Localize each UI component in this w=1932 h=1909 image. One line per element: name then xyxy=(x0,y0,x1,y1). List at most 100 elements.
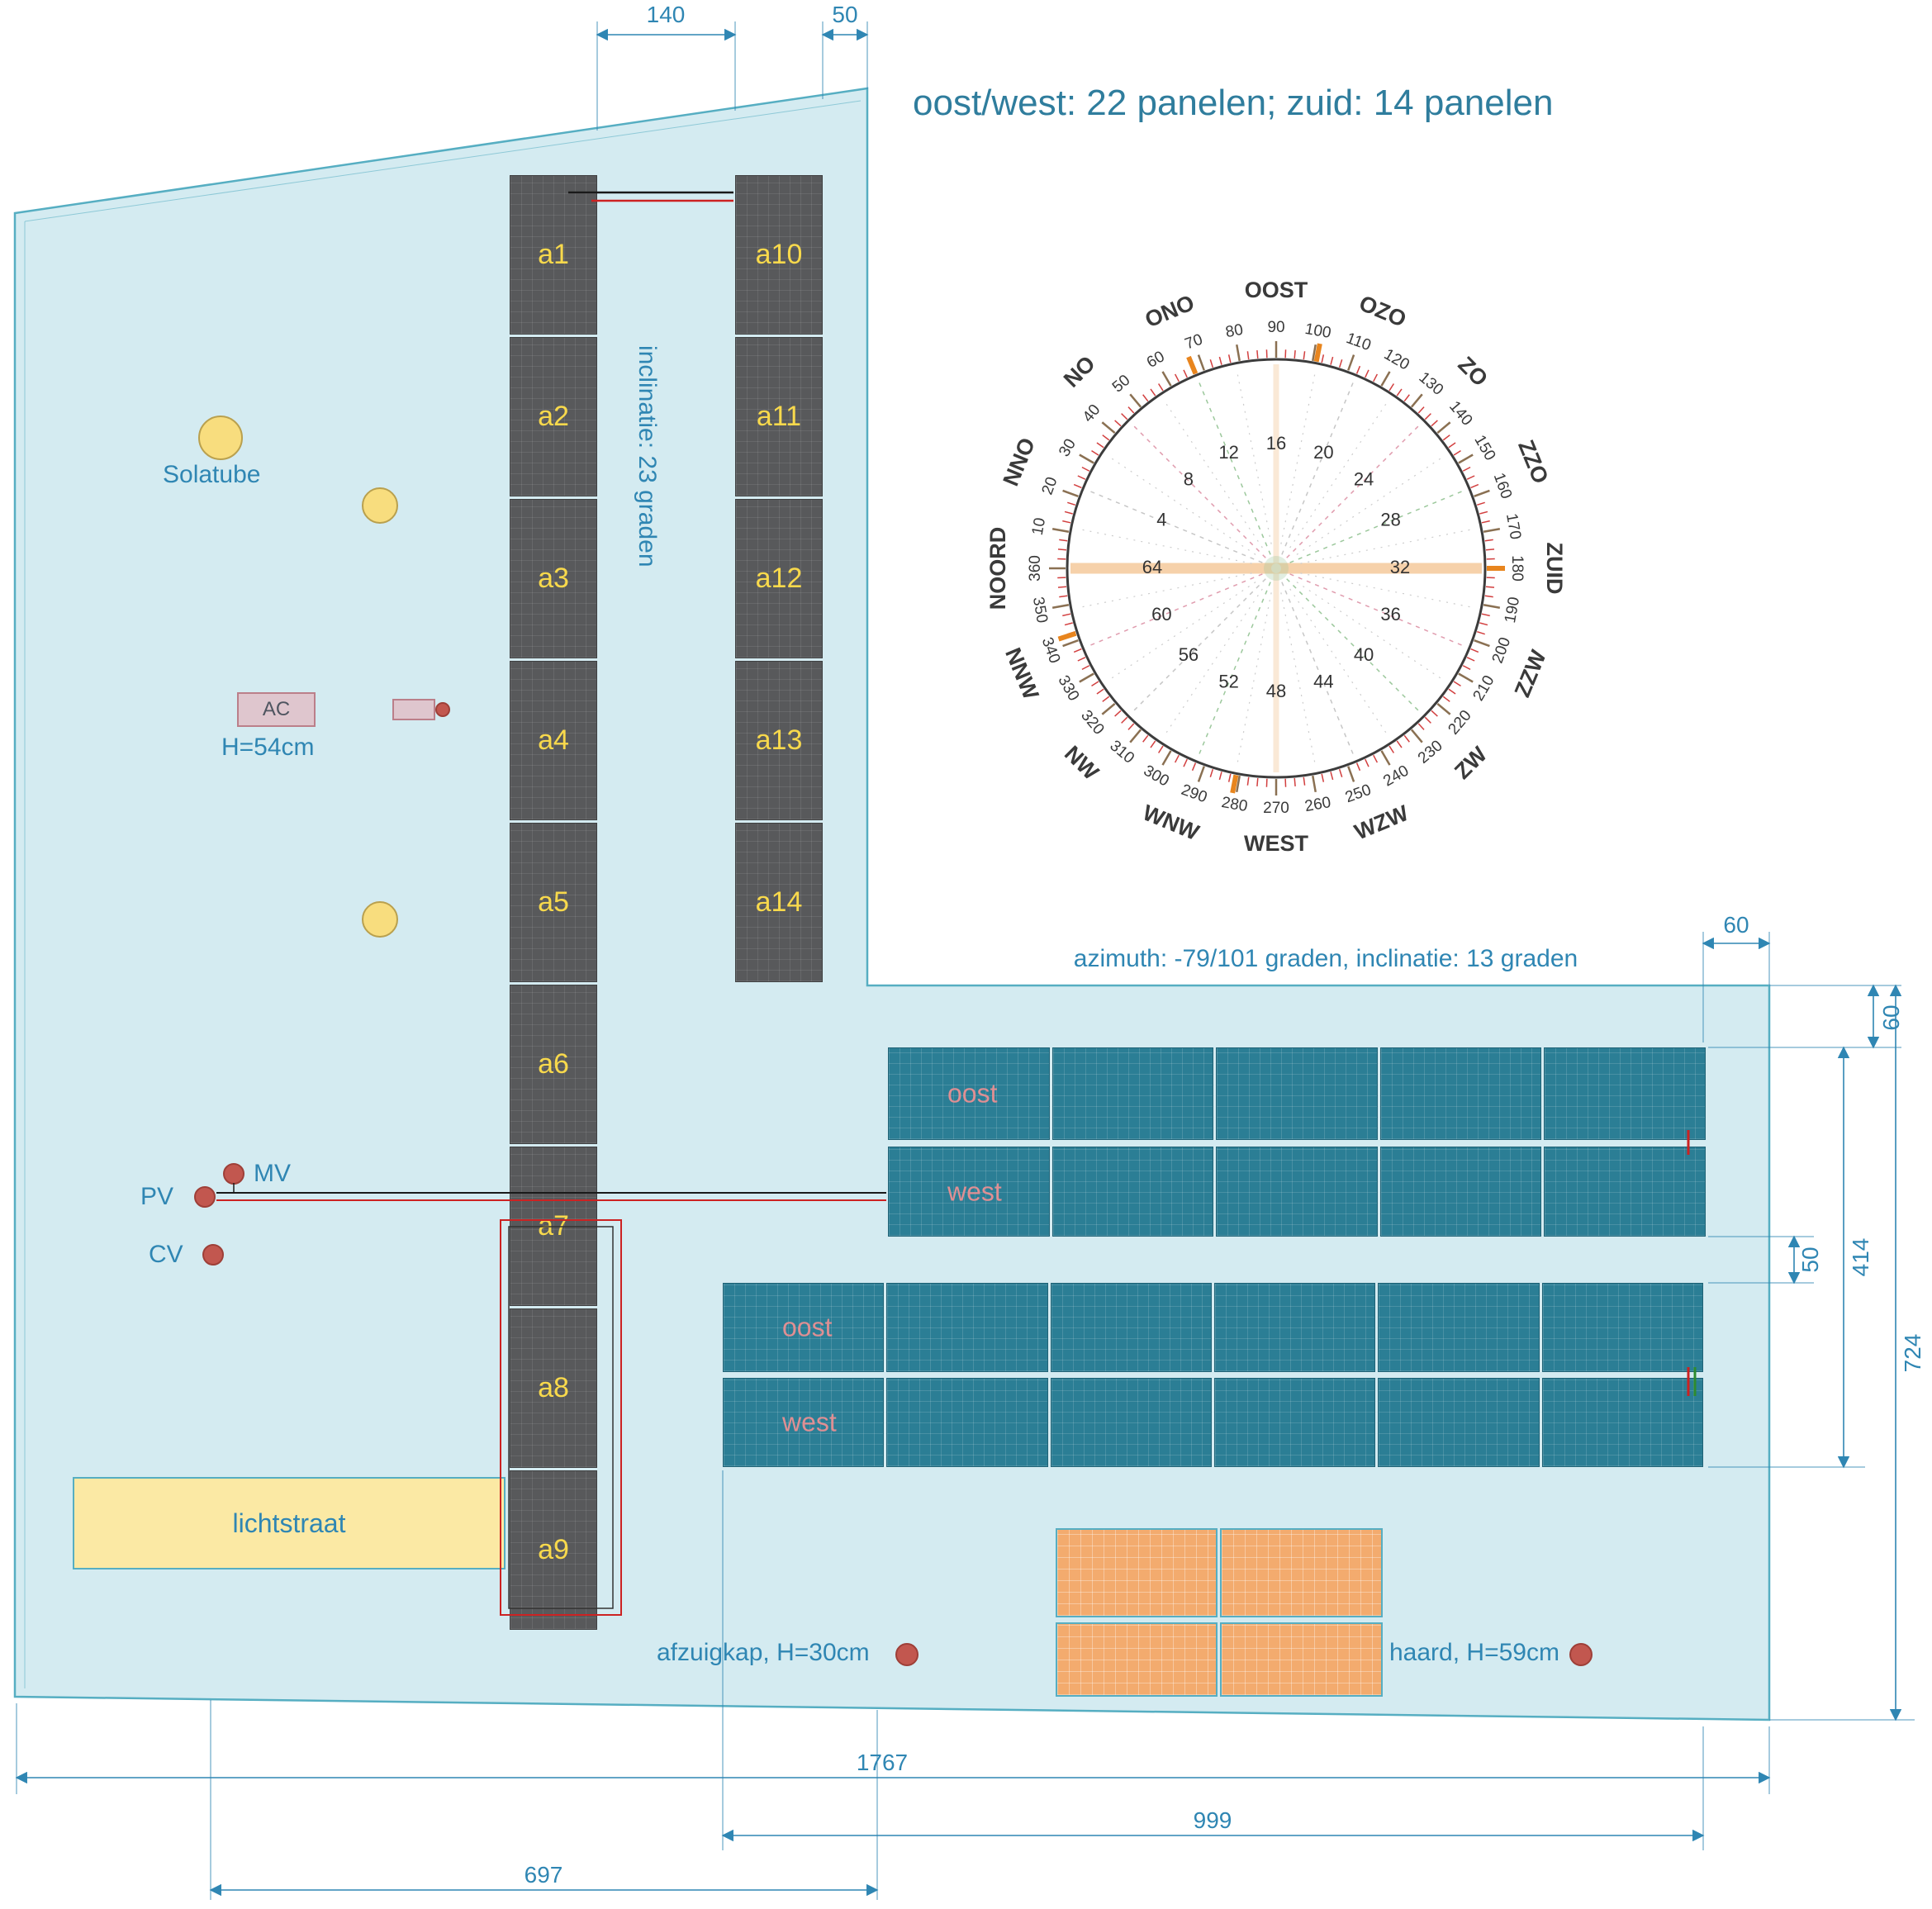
ew-panel[interactable] xyxy=(1541,1283,1703,1372)
south-panel-a3[interactable]: a3 xyxy=(510,499,597,658)
mv-duct[interactable] xyxy=(223,1163,244,1185)
dim-right-array-height: 414 xyxy=(1848,1237,1873,1277)
ew-panel[interactable] xyxy=(1378,1378,1540,1467)
svg-text:310: 310 xyxy=(1106,737,1137,767)
ew-panel[interactable] xyxy=(723,1283,885,1372)
svg-text:100: 100 xyxy=(1303,321,1332,342)
lower-west-row[interactable]: west xyxy=(723,1378,1703,1467)
mv-label: MV xyxy=(254,1160,291,1187)
ew-panel[interactable] xyxy=(1379,1147,1542,1237)
ew-panel[interactable] xyxy=(1051,1147,1214,1237)
pv-duct[interactable] xyxy=(194,1186,216,1208)
svg-text:360: 360 xyxy=(1027,555,1044,582)
svg-text:WNW: WNW xyxy=(1139,800,1203,845)
svg-text:36: 36 xyxy=(1380,604,1400,624)
svg-text:32: 32 xyxy=(1390,557,1410,577)
ew-panel[interactable] xyxy=(886,1378,1048,1467)
south-panel-a7[interactable]: a7 xyxy=(510,1147,597,1306)
svg-text:140: 140 xyxy=(1445,398,1475,430)
solatube-label: Solatube xyxy=(163,461,261,488)
svg-text:ZO: ZO xyxy=(1453,352,1493,392)
svg-text:240: 240 xyxy=(1380,762,1412,791)
svg-text:52: 52 xyxy=(1218,671,1238,691)
dim-bottom-array: 999 xyxy=(1193,1807,1232,1833)
ew-panel[interactable] xyxy=(888,1047,1050,1140)
dim-right-offset-h: 60 xyxy=(1723,912,1749,938)
afzuigkap-label: afzuigkap, H=30cm xyxy=(657,1639,870,1666)
svg-text:OOST: OOST xyxy=(1245,278,1308,302)
svg-text:250: 250 xyxy=(1343,781,1374,807)
ac-unit[interactable]: AC xyxy=(237,692,316,727)
ew-panel[interactable] xyxy=(888,1147,1050,1237)
south-array-column-1: a1 a2 a3 a4 a5 a6 a7 a8 a9 xyxy=(510,175,597,1632)
dim-right-offset-v: 60 xyxy=(1878,1004,1904,1031)
solatube-dome[interactable] xyxy=(198,416,243,460)
haard-block[interactable] xyxy=(1220,1528,1383,1617)
cv-duct[interactable] xyxy=(202,1244,224,1266)
lichtstraat[interactable]: lichtstraat xyxy=(73,1477,506,1569)
svg-text:ZW: ZW xyxy=(1450,742,1492,784)
svg-text:16: 16 xyxy=(1266,433,1286,454)
south-panel-a2[interactable]: a2 xyxy=(510,337,597,496)
south-panel-a13[interactable]: a13 xyxy=(735,661,823,820)
row-label: oost xyxy=(947,1078,998,1109)
svg-text:NNW: NNW xyxy=(1000,644,1044,704)
svg-text:90: 90 xyxy=(1267,319,1284,336)
haard-dot[interactable] xyxy=(1569,1643,1593,1666)
ew-panel[interactable] xyxy=(1379,1047,1542,1140)
svg-text:350: 350 xyxy=(1029,596,1051,624)
row-label: west xyxy=(782,1407,837,1437)
south-panel-a6[interactable]: a6 xyxy=(510,985,597,1144)
ew-panel[interactable] xyxy=(1050,1378,1212,1467)
south-panel-a10[interactable]: a10 xyxy=(735,175,823,335)
solatube-dome[interactable] xyxy=(362,901,398,938)
ew-panel[interactable] xyxy=(1050,1283,1212,1372)
inclination-label: inclinatie: 23 graden xyxy=(634,345,661,567)
south-panel-a12[interactable]: a12 xyxy=(735,499,823,658)
svg-text:180: 180 xyxy=(1508,555,1526,582)
svg-text:30: 30 xyxy=(1056,436,1080,460)
ew-panel[interactable] xyxy=(1213,1378,1376,1467)
svg-text:12: 12 xyxy=(1218,442,1238,463)
vent-dot[interactable] xyxy=(435,702,450,717)
south-panel-a11[interactable]: a11 xyxy=(735,337,823,496)
cv-label: CV xyxy=(149,1241,183,1268)
svg-text:230: 230 xyxy=(1415,737,1446,767)
ew-panel[interactable] xyxy=(886,1283,1048,1372)
svg-text:56: 56 xyxy=(1179,644,1199,665)
south-panel-a9[interactable]: a9 xyxy=(510,1470,597,1630)
ew-panel[interactable] xyxy=(1544,1047,1706,1140)
south-panel-a5[interactable]: a5 xyxy=(510,823,597,982)
haard-block[interactable] xyxy=(1056,1528,1218,1617)
svg-text:200: 200 xyxy=(1489,635,1515,666)
ew-panel[interactable] xyxy=(1216,1147,1378,1237)
solatube-dome[interactable] xyxy=(362,487,398,524)
ew-panel[interactable] xyxy=(1541,1378,1703,1467)
svg-text:NO: NO xyxy=(1059,351,1100,392)
ew-panel[interactable] xyxy=(1544,1147,1706,1237)
ew-panel[interactable] xyxy=(723,1378,885,1467)
south-panel-a8[interactable]: a8 xyxy=(510,1308,597,1468)
haard-block[interactable] xyxy=(1220,1622,1383,1697)
svg-text:340: 340 xyxy=(1038,635,1064,666)
svg-text:300: 300 xyxy=(1141,762,1172,791)
ew-panel[interactable] xyxy=(1051,1047,1214,1140)
upper-west-row[interactable]: west xyxy=(888,1147,1706,1237)
svg-text:110: 110 xyxy=(1344,330,1374,354)
lower-oost-row[interactable]: oost xyxy=(723,1283,1703,1372)
south-panel-a14[interactable]: a14 xyxy=(735,823,823,982)
dim-bottom-total: 1767 xyxy=(856,1750,909,1775)
ew-panel[interactable] xyxy=(1213,1283,1376,1372)
roof-vent-box[interactable] xyxy=(392,699,435,720)
svg-text:10: 10 xyxy=(1029,516,1049,536)
ew-panel[interactable] xyxy=(1216,1047,1378,1140)
south-panel-a1[interactable]: a1 xyxy=(510,175,597,335)
afzuigkap-dot[interactable] xyxy=(895,1643,919,1666)
ew-panel[interactable] xyxy=(1378,1283,1540,1372)
south-panel-a4[interactable]: a4 xyxy=(510,661,597,820)
svg-text:WEST: WEST xyxy=(1244,831,1309,856)
haard-block[interactable] xyxy=(1056,1622,1218,1697)
upper-oost-row[interactable]: oost xyxy=(888,1047,1706,1140)
